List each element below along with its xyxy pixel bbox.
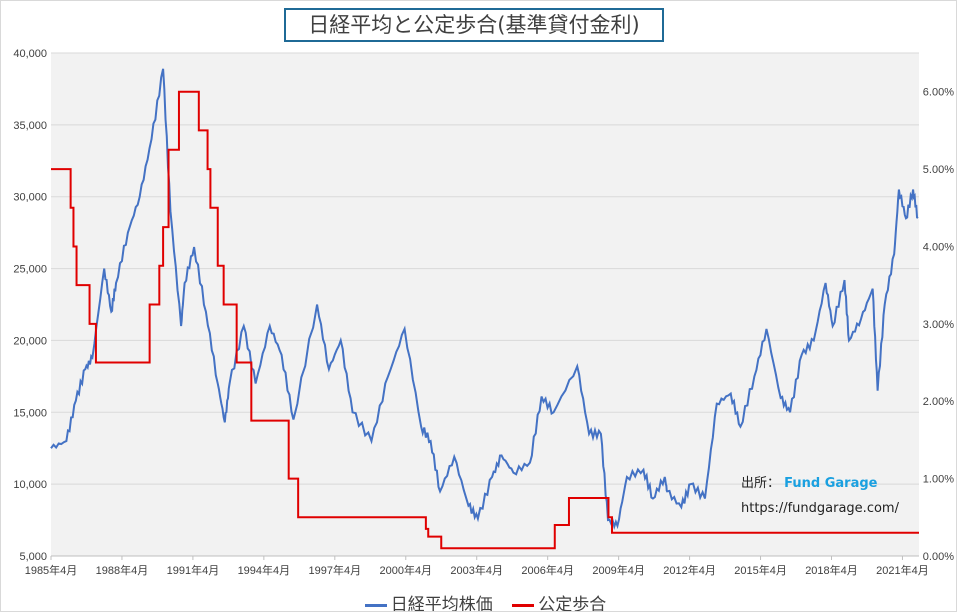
y-right-tick-label: 4.00% — [923, 241, 954, 253]
legend: 日経平均株価 公定歩合 — [1, 590, 956, 612]
source-label: 出所： — [741, 476, 781, 491]
x-tick-label: 1997年4月 — [309, 563, 362, 577]
legend-swatch-nikkei — [364, 603, 387, 607]
y-right-tick-label: 2.00% — [923, 396, 954, 408]
y-right-tick-label: 3.00% — [923, 319, 954, 331]
legend-label-nikkei: 日経平均株価 — [390, 595, 493, 612]
x-tick-label: 2006年4月 — [521, 563, 574, 577]
nikkei-line — [50, 68, 919, 530]
source-annotation: 出所： Fund Garage https://fundgarage.com/ — [741, 471, 899, 521]
source-name: Fund Garage — [784, 476, 878, 491]
y-left-tick-label: 20,000 — [13, 335, 47, 347]
x-tick-label: 1985年4月 — [25, 563, 78, 577]
y-left-tick-label: 5,000 — [19, 551, 47, 563]
legend-label-rate: 公定歩合 — [538, 595, 607, 612]
y-left-tick-label: 40,000 — [13, 48, 47, 60]
x-tick-label: 2021年4月 — [876, 563, 929, 577]
x-tick-label: 1994年4月 — [238, 563, 291, 577]
x-tick-label: 2015年4月 — [734, 563, 787, 577]
y-left-tick-label: 35,000 — [13, 120, 47, 132]
x-tick-label: 2009年4月 — [592, 563, 645, 577]
y-right-tick-label: 1.00% — [923, 474, 954, 486]
y-left-tick-label: 10,000 — [13, 479, 47, 491]
x-tick-label: 2018年4月 — [805, 563, 858, 577]
source-url: https://fundgarage.com/ — [741, 501, 899, 516]
discount-rate-line — [51, 90, 919, 550]
y-left-tick-label: 15,000 — [13, 407, 47, 419]
x-tick-label: 2003年4月 — [450, 563, 503, 577]
y-left-tick-label: 25,000 — [13, 264, 47, 276]
x-tick-label: 2000年4月 — [379, 563, 432, 577]
y-left-tick-label: 30,000 — [13, 192, 47, 204]
x-tick-label: 2012年4月 — [663, 563, 716, 577]
plot-area — [51, 53, 919, 556]
chart-title: 日経平均と公定歩合(基準貸付金利) — [284, 8, 664, 42]
x-tick-label: 1991年4月 — [167, 563, 220, 577]
legend-swatch-rate — [512, 603, 535, 607]
x-tick-label: 1988年4月 — [96, 563, 149, 577]
y-right-tick-label: 5.00% — [923, 164, 954, 176]
y-right-tick-label: 6.00% — [923, 87, 954, 99]
y-right-tick-label: 0.00% — [923, 551, 954, 563]
